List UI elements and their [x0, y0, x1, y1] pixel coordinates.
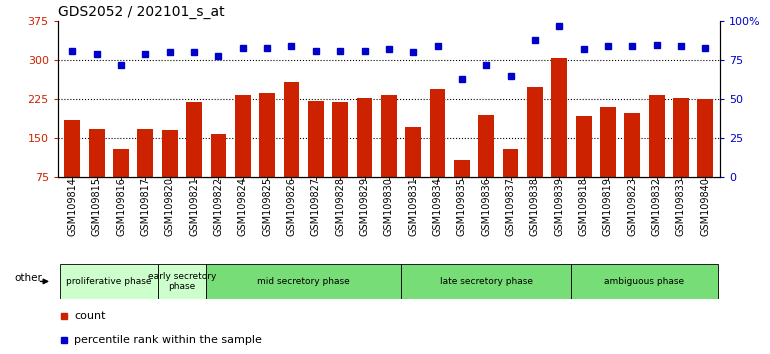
- Text: GSM109827: GSM109827: [311, 177, 321, 236]
- Bar: [576, 116, 591, 216]
- Text: GSM109830: GSM109830: [384, 177, 393, 236]
- Bar: [65, 120, 80, 216]
- Bar: [357, 98, 373, 216]
- Text: GSM109825: GSM109825: [262, 177, 272, 236]
- Text: GSM109814: GSM109814: [67, 177, 77, 236]
- Text: GSM109819: GSM109819: [603, 177, 613, 236]
- Bar: [381, 96, 397, 216]
- Bar: [527, 87, 543, 216]
- Bar: [186, 102, 202, 216]
- Bar: [162, 130, 178, 216]
- Text: GSM109816: GSM109816: [116, 177, 126, 236]
- Text: late secretory phase: late secretory phase: [440, 277, 533, 286]
- Text: GSM109838: GSM109838: [530, 177, 540, 236]
- Text: GSM109834: GSM109834: [433, 177, 443, 236]
- Text: GSM109829: GSM109829: [360, 177, 370, 236]
- Text: percentile rank within the sample: percentile rank within the sample: [74, 335, 262, 345]
- Text: proliferative phase: proliferative phase: [66, 277, 152, 286]
- Bar: [503, 149, 518, 216]
- Bar: [308, 101, 323, 216]
- Bar: [673, 98, 689, 216]
- Text: GSM109836: GSM109836: [481, 177, 491, 236]
- Bar: [405, 127, 421, 216]
- Bar: [113, 149, 129, 216]
- Bar: [454, 160, 470, 216]
- Text: GSM109818: GSM109818: [578, 177, 588, 236]
- Text: early secretory
phase: early secretory phase: [148, 272, 216, 291]
- Bar: [624, 113, 640, 216]
- Bar: [571, 264, 718, 299]
- Text: GSM109832: GSM109832: [651, 177, 661, 236]
- Bar: [235, 96, 251, 216]
- Text: GSM109833: GSM109833: [676, 177, 686, 236]
- Text: GSM109826: GSM109826: [286, 177, 296, 236]
- Bar: [210, 134, 226, 216]
- Bar: [332, 102, 348, 216]
- Bar: [283, 82, 300, 216]
- Bar: [138, 129, 153, 216]
- Text: ambiguous phase: ambiguous phase: [604, 277, 685, 286]
- Text: GSM109839: GSM109839: [554, 177, 564, 236]
- Text: other: other: [15, 273, 42, 283]
- Bar: [649, 96, 665, 216]
- Text: GSM109817: GSM109817: [140, 177, 150, 236]
- Text: GSM109822: GSM109822: [213, 177, 223, 236]
- Bar: [401, 264, 571, 299]
- Bar: [158, 264, 206, 299]
- Bar: [478, 115, 494, 216]
- Bar: [698, 99, 713, 216]
- Text: GSM109823: GSM109823: [628, 177, 638, 236]
- Text: GSM109837: GSM109837: [506, 177, 516, 236]
- Text: mid secretory phase: mid secretory phase: [257, 277, 350, 286]
- Bar: [600, 107, 616, 216]
- Bar: [206, 264, 401, 299]
- Bar: [430, 89, 446, 216]
- Text: GSM109820: GSM109820: [165, 177, 175, 236]
- Text: GSM109831: GSM109831: [408, 177, 418, 236]
- Text: GSM109824: GSM109824: [238, 177, 248, 236]
- Text: GSM109835: GSM109835: [457, 177, 467, 236]
- Text: GSM109815: GSM109815: [92, 177, 102, 236]
- Bar: [60, 264, 158, 299]
- Text: GSM109840: GSM109840: [701, 177, 711, 236]
- Text: GDS2052 / 202101_s_at: GDS2052 / 202101_s_at: [58, 5, 224, 19]
- Bar: [259, 93, 275, 216]
- Text: count: count: [74, 311, 105, 321]
- Text: GSM109828: GSM109828: [335, 177, 345, 236]
- Bar: [89, 129, 105, 216]
- Text: GSM109821: GSM109821: [189, 177, 199, 236]
- Bar: [551, 58, 567, 216]
